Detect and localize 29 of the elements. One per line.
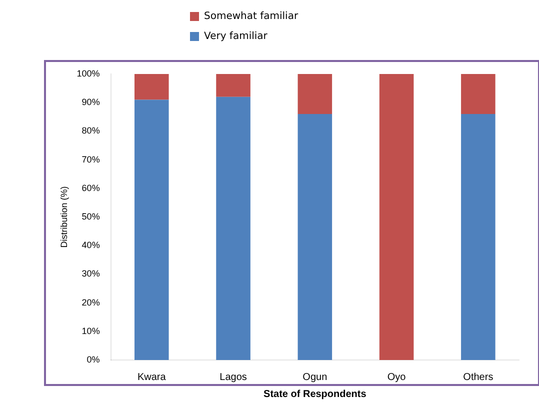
x-tick-label: Others [463,372,494,383]
bar [461,114,496,360]
y-tick-label: 0% [86,354,100,364]
y-tick-label: 80% [82,126,100,136]
bar [216,96,250,360]
y-tick-label: 60% [82,182,100,193]
x-axis-title: State of Respondents [264,388,367,400]
y-tick-label: 70% [82,154,100,164]
y-tick-label: 90% [82,97,100,108]
bar [298,114,332,360]
y-tick-label: 50% [82,211,100,222]
bar [134,74,169,100]
legend-label: Very familiar [204,30,268,42]
x-tick-label: Oyo [387,372,406,383]
x-tick-label: Ogun [302,372,328,383]
y-tick-label: 10% [82,326,100,336]
y-tick-label: 40% [82,240,100,250]
y-tick-label: 30% [82,268,100,279]
y-tick-label: 100% [76,68,100,78]
bar [461,74,496,114]
bar [379,74,414,360]
bar [298,74,332,114]
bar [134,100,169,360]
x-tick-label: Kwara [137,372,166,383]
legend-label: Somewhat familiar [204,10,298,22]
y-tick-label: 20% [82,297,100,308]
y-axis-title: Distribution (%) [58,186,69,248]
x-tick-label: Lagos [220,372,247,383]
bar [216,74,250,97]
